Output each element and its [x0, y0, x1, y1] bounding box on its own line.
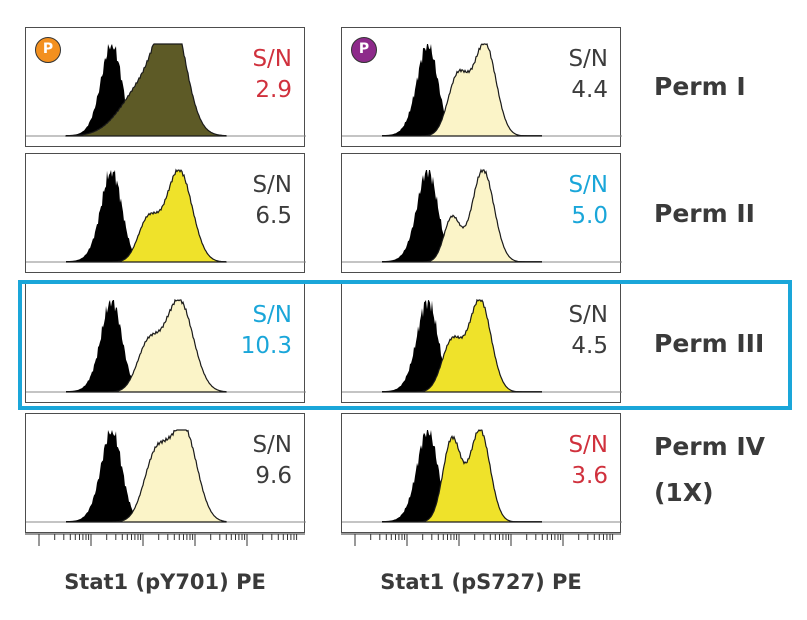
sn-readout: S/N 5.0: [518, 170, 608, 232]
sn-label: S/N: [252, 302, 292, 328]
stimulated-histogram: [66, 168, 227, 263]
sn-readout: S/N 6.5: [202, 170, 292, 232]
sn-label: S/N: [568, 172, 608, 198]
stimulated-histogram: [66, 429, 227, 523]
sn-value: 10.3: [240, 333, 292, 359]
histogram-panel-perm1-py701: P S/N 2.9: [25, 27, 306, 147]
unstimulated-histogram: [382, 430, 542, 522]
stimulated-histogram: [66, 298, 227, 393]
histogram-plot: [342, 168, 622, 263]
sn-value: 4.4: [571, 77, 608, 103]
row-label-perm1: Perm I: [654, 72, 746, 101]
x-axis-label-py701: Stat1 (pY701) PE: [64, 570, 266, 594]
histogram-panel-perm3-ps727: S/N 4.5: [341, 283, 622, 403]
sn-readout: S/N 9.6: [202, 430, 292, 492]
row-label-perm4: Perm IV: [654, 432, 766, 461]
histogram-panel-perm1-ps727: P S/N 4.4: [341, 27, 622, 147]
sn-label: S/N: [568, 432, 608, 458]
unstimulated-histogram: [382, 170, 542, 262]
sn-label: S/N: [252, 432, 292, 458]
stimulated-histogram: [382, 43, 542, 137]
sn-label: S/N: [252, 46, 292, 72]
sn-label: S/N: [568, 302, 608, 328]
phosflow-badge-purple: P: [351, 37, 377, 63]
sn-value: 9.6: [255, 463, 292, 489]
histogram-panel-perm4-ps727: S/N 3.6: [341, 413, 622, 533]
histogram-plot: [342, 429, 622, 523]
histogram-plot: [342, 298, 622, 393]
sn-value: 2.9: [255, 77, 292, 103]
histogram-plot: [26, 168, 306, 263]
histogram-panel-perm2-py701: S/N 6.5: [25, 153, 306, 273]
sn-readout: S/N 2.9: [202, 44, 292, 106]
sn-value: 5.0: [571, 203, 608, 229]
row-label-perm2: Perm II: [654, 199, 755, 228]
row-label-perm4-sub: (1X): [654, 478, 714, 507]
sn-value: 4.5: [571, 333, 608, 359]
sn-value: 3.6: [571, 463, 608, 489]
histogram-panel-perm2-ps727: S/N 5.0: [341, 153, 622, 273]
sn-label: S/N: [568, 46, 608, 72]
unstimulated-histogram: [66, 300, 226, 392]
stimulated-histogram: [382, 298, 542, 393]
unstimulated-histogram: [382, 44, 542, 136]
histogram-plot: [26, 298, 306, 393]
sn-readout: S/N 3.6: [518, 430, 608, 492]
histogram-panel-perm3-py701: S/N 10.3: [25, 283, 306, 403]
histogram-plot: [26, 429, 306, 523]
unstimulated-histogram: [66, 44, 226, 136]
sn-readout: S/N 4.5: [518, 300, 608, 362]
x-axis-label-ps727: Stat1 (pS727) PE: [380, 570, 582, 594]
unstimulated-histogram: [382, 300, 542, 392]
phosflow-badge-orange: P: [35, 37, 61, 63]
stimulated-histogram: [65, 43, 227, 137]
sn-value: 6.5: [255, 203, 292, 229]
histogram-plot: [342, 43, 622, 137]
unstimulated-histogram: [66, 430, 226, 522]
stimulated-histogram: [382, 168, 542, 263]
unstimulated-histogram: [66, 170, 226, 262]
sn-label: S/N: [252, 172, 292, 198]
histogram-plot: [26, 43, 306, 137]
sn-readout: S/N 4.4: [518, 44, 608, 106]
row-label-perm3: Perm III: [654, 329, 765, 358]
histogram-panel-perm4-py701: S/N 9.6: [25, 413, 306, 533]
sn-readout: S/N 10.3: [202, 300, 292, 362]
stimulated-histogram: [382, 429, 542, 523]
